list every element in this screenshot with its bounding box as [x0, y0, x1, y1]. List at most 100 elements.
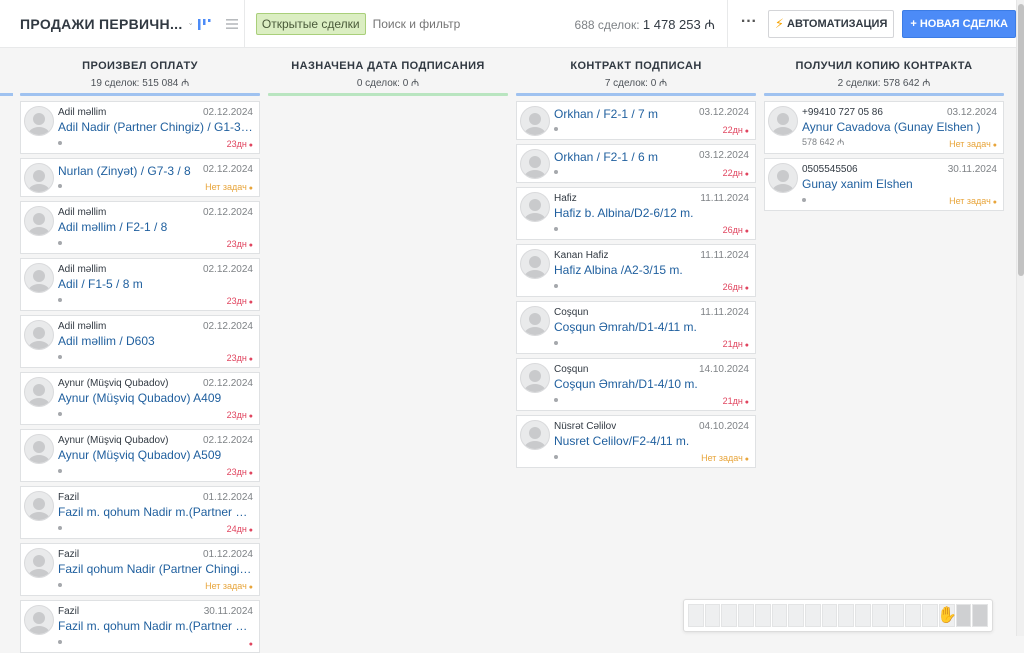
- card-deal-name[interactable]: Coşqun Əmrah/D1-4/11 m.: [554, 320, 697, 334]
- deal-card[interactable]: 02.12.2024 Nurlan (Zinyət) / G7-3 / 8 Нет …: [20, 158, 260, 197]
- card-contact[interactable]: Adil məllim: [58, 207, 107, 218]
- pipeline-view-icon[interactable]: [196, 16, 212, 32]
- board-scroll-minimap[interactable]: [683, 599, 993, 632]
- card-deal-name[interactable]: Coşqun Əmrah/D1-4/10 m.: [554, 377, 698, 391]
- card-deal-name[interactable]: Orkhan / F2-1 / 6 m: [554, 150, 659, 164]
- deal-card[interactable]: Aynur (Müşviq Qubadov) 02.12.2024 Aynur (M…: [20, 372, 260, 425]
- deal-card[interactable]: Coşqun 14.10.2024 Coşqun Əmrah/D1-4/10 m. 2…: [516, 358, 756, 411]
- card-task-status[interactable]: 26дн: [723, 225, 749, 235]
- card-contact[interactable]: Adil məllim: [58, 264, 107, 275]
- card-task-status[interactable]: 23дн: [227, 467, 253, 477]
- card-task-status[interactable]: 22дн: [723, 125, 749, 135]
- card-deal-name[interactable]: Orkhan / F2-1 / 7 m: [554, 107, 659, 121]
- card-contact[interactable]: Fazil: [58, 492, 80, 503]
- card-contact[interactable]: Coşqun: [554, 307, 589, 318]
- card-deal-name[interactable]: Adil məllim / F2-1 / 8: [58, 220, 168, 234]
- card-task-status[interactable]: Нет задач: [205, 182, 253, 192]
- vertical-scrollbar[interactable]: [1016, 0, 1024, 636]
- list-view-icon[interactable]: [224, 16, 240, 32]
- card-deal-name[interactable]: Nusret Celilov/F2-4/11 m.: [554, 434, 690, 448]
- card-contact[interactable]: Hafiz: [554, 193, 577, 204]
- card-deal-name[interactable]: Aynur (Müşviq Qubadov) A409: [58, 391, 222, 405]
- pipeline-selector[interactable]: ПРОДАЖИ ПЕРВИЧН...: [0, 0, 192, 48]
- card-task-status[interactable]: 22дн: [723, 168, 749, 178]
- minimap-cell[interactable]: [821, 604, 838, 627]
- deal-card[interactable]: 03.12.2024 Orkhan / F2-1 / 7 m 22дн: [516, 101, 756, 140]
- minimap-cell[interactable]: [721, 604, 738, 627]
- more-options-button[interactable]: ···: [740, 12, 757, 30]
- card-contact[interactable]: Aynur (Müşviq Qubadov): [58, 435, 169, 446]
- deal-card[interactable]: Hafiz 11.11.2024 Hafiz b. Albina/D2-6/12 m…: [516, 187, 756, 240]
- card-contact[interactable]: Adil məllim: [58, 107, 107, 118]
- card-contact[interactable]: Kanan Hafiz: [554, 250, 609, 261]
- card-deal-name[interactable]: Fazil m. qohum Nadir m.(Partner Chin...: [58, 619, 256, 633]
- card-task-status[interactable]: 23дн: [227, 139, 253, 149]
- deal-card[interactable]: 03.12.2024 Orkhan / F2-1 / 6 m 22дн: [516, 144, 756, 183]
- minimap-cell[interactable]: [838, 604, 855, 627]
- card-contact[interactable]: +99410 727 05 86: [802, 107, 883, 118]
- card-deal-name[interactable]: Gunay xanim Elshen: [802, 177, 913, 191]
- deal-card[interactable]: Fazil 01.12.2024 Fazil m. qohum Nadir m.(P…: [20, 486, 260, 539]
- card-task-status[interactable]: 21дн: [723, 339, 749, 349]
- minimap-cell[interactable]: [855, 604, 871, 627]
- card-deal-name[interactable]: Aynur Cavadova (Gunay Elshen ): [802, 120, 981, 134]
- card-contact[interactable]: Fazil: [58, 549, 80, 560]
- automation-button[interactable]: ⚡ АВТОМАТИЗАЦИЯ: [767, 9, 895, 38]
- minimap-cell[interactable]: [922, 604, 938, 627]
- card-contact[interactable]: Nüsrət Cəlilov: [554, 421, 617, 432]
- card-contact[interactable]: Fazil: [58, 606, 80, 617]
- card-task-status[interactable]: Нет задач: [949, 139, 997, 149]
- deal-card[interactable]: Adil məllim 02.12.2024 Adil Nadir (Partner…: [20, 101, 260, 154]
- deal-card[interactable]: Fazil 30.11.2024 Fazil m. qohum Nadir m.(P…: [20, 600, 260, 653]
- card-deal-name[interactable]: Adil / F1-5 / 8 m: [58, 277, 143, 291]
- card-task-status[interactable]: Нет задач: [701, 453, 749, 463]
- card-task-status[interactable]: 21дн: [723, 396, 749, 406]
- card-contact[interactable]: Adil məllim: [58, 321, 107, 332]
- card-contact[interactable]: 0505545506: [802, 164, 858, 175]
- minimap-cell[interactable]: [888, 604, 905, 627]
- deal-card[interactable]: Aynur (Müşviq Qubadov) 02.12.2024 Aynur (M…: [20, 429, 260, 482]
- minimap-cell[interactable]: [738, 604, 754, 627]
- minimap-cell[interactable]: [938, 604, 955, 627]
- minimap-cell[interactable]: [754, 604, 771, 627]
- card-task-status[interactable]: 23дн: [227, 410, 253, 420]
- card-deal-name[interactable]: Hafiz b. Albina/D2-6/12 m.: [554, 206, 694, 220]
- search-input[interactable]: [372, 16, 575, 31]
- minimap-cell[interactable]: [704, 604, 721, 627]
- chevron-down-icon[interactable]: [188, 17, 192, 31]
- minimap-cell[interactable]: [688, 604, 704, 627]
- card-task-status[interactable]: 24дн: [227, 524, 253, 534]
- card-task-status[interactable]: 26дн: [723, 282, 749, 292]
- minimap-cell[interactable]: [955, 604, 972, 627]
- card-deal-name[interactable]: Adil Nadir (Partner Chingiz) / G1-3 / 9.…: [58, 120, 256, 134]
- card-task-status[interactable]: [249, 638, 253, 648]
- pipeline-title[interactable]: ПРОДАЖИ ПЕРВИЧН...: [20, 15, 183, 32]
- deal-card[interactable]: Adil məllim 02.12.2024 Adil məllim / F2-1 …: [20, 201, 260, 254]
- card-deal-name[interactable]: Fazil m. qohum Nadir m.(Partner Chin...: [58, 505, 256, 519]
- card-task-status[interactable]: 23дн: [227, 353, 253, 363]
- minimap-cell[interactable]: [805, 604, 821, 627]
- card-deal-name[interactable]: Fazil qohum Nadir (Partner Chingiz) / ..…: [58, 562, 256, 576]
- minimap-cell[interactable]: [905, 604, 922, 627]
- deal-card[interactable]: +99410 727 05 86 03.12.2024 Aynur Cavadova…: [764, 101, 1004, 154]
- deal-card[interactable]: Nüsrət Cəlilov 04.10.2024 Nusret Celilov/F…: [516, 415, 756, 468]
- deal-card[interactable]: Coşqun 11.11.2024 Coşqun Əmrah/D1-4/11 m. 2…: [516, 301, 756, 354]
- minimap-cell[interactable]: [788, 604, 805, 627]
- deal-card[interactable]: Kanan Hafiz 11.11.2024 Hafiz Albina /A2-3/…: [516, 244, 756, 297]
- card-deal-name[interactable]: Hafiz Albina /A2-3/15 m.: [554, 263, 683, 277]
- card-deal-name[interactable]: Aynur (Müşviq Qubadov) A509: [58, 448, 222, 462]
- deal-card[interactable]: Adil məllim 02.12.2024 Adil / F1-5 / 8 m 23…: [20, 258, 260, 311]
- open-deals-filter-chip[interactable]: Открытые сделки: [255, 12, 366, 35]
- card-task-status[interactable]: 23дн: [227, 296, 253, 306]
- card-deal-name[interactable]: Nurlan (Zinyət) / G7-3 / 8: [58, 164, 191, 178]
- card-task-status[interactable]: 23дн: [227, 239, 253, 249]
- new-deal-button[interactable]: + НОВАЯ СДЕЛКА: [902, 9, 1016, 38]
- minimap-cell[interactable]: [771, 604, 788, 627]
- card-task-status[interactable]: Нет задач: [205, 581, 253, 591]
- scrollbar-thumb[interactable]: [1018, 4, 1024, 276]
- card-contact[interactable]: Aynur (Müşviq Qubadov): [58, 378, 169, 389]
- minimap-cell[interactable]: [972, 604, 988, 627]
- minimap-cell[interactable]: [871, 604, 888, 627]
- deal-card[interactable]: Adil məllim 02.12.2024 Adil məllim / D603 2…: [20, 315, 260, 368]
- deal-card[interactable]: Fazil 01.12.2024 Fazil qohum Nadir (Partne…: [20, 543, 260, 596]
